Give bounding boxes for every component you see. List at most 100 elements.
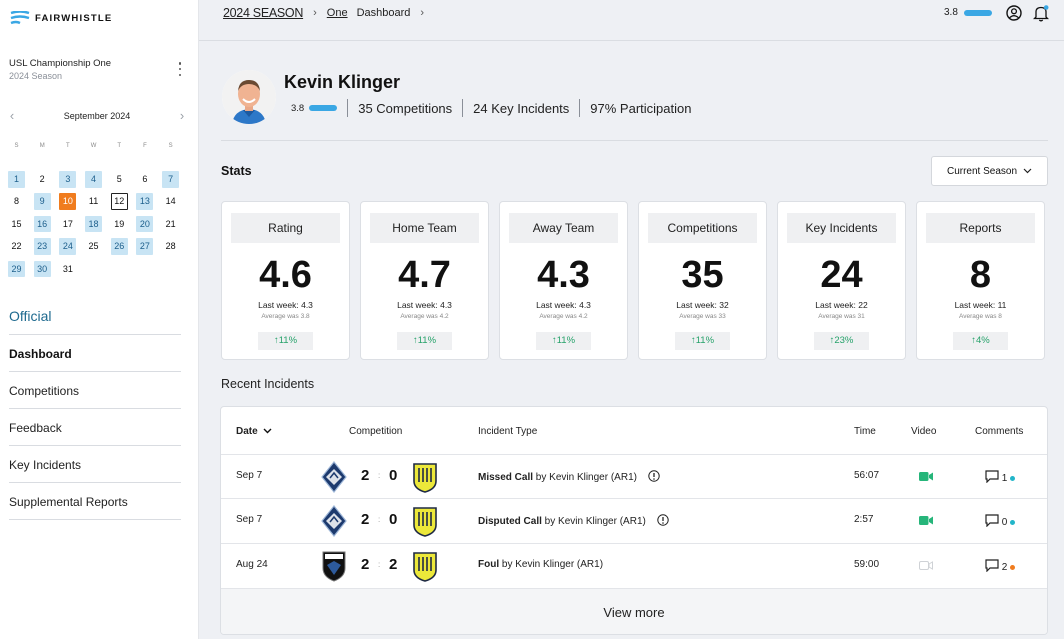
season-select-value: Current Season [946, 165, 1018, 177]
stat-card-change: ↑11% [397, 332, 452, 350]
calendar-day[interactable]: 17 [62, 218, 73, 229]
calendar-day-today[interactable]: 10 [59, 193, 77, 210]
calendar-day[interactable]: 11 [88, 196, 99, 207]
stat-card-home-team[interactable]: Home Team 4.7 Last week: 4.3 Average was… [360, 201, 489, 360]
calendar-day[interactable]: 5 [116, 174, 122, 184]
nav-divider [9, 482, 181, 483]
calendar-next-icon[interactable]: › [179, 108, 185, 123]
comments-cell[interactable]: 1 [985, 470, 1016, 484]
calendar-day[interactable]: 16 [33, 215, 51, 233]
table-row[interactable]: Aug 24 2 : 2 Foul by Kevin Klinger (AR1)… [221, 543, 1047, 588]
stat-card-change-value: 11% [278, 335, 298, 346]
stat-card-label: Key Incidents [787, 213, 896, 243]
season-select[interactable]: Current Season [931, 156, 1048, 186]
summary-separator [579, 99, 581, 117]
calendar-day[interactable]: 7 [162, 171, 180, 188]
stat-card-label: Reports [926, 213, 1035, 243]
nav-divider [9, 334, 181, 335]
weekday-label: F [143, 143, 147, 149]
nav-item-supplemental-reports[interactable]: Supplemental Reports [9, 495, 128, 509]
calendar-day[interactable]: 6 [142, 174, 148, 184]
weekday-label: W [90, 143, 97, 149]
info-icon[interactable] [648, 470, 660, 482]
calendar-day[interactable]: 31 [62, 263, 73, 274]
calendar-day[interactable]: 21 [165, 218, 176, 229]
nav-item-dashboard[interactable]: Dashboard [9, 347, 72, 361]
stat-card-key-incidents[interactable]: Key Incidents 24 Last week: 22 Average w… [777, 201, 906, 360]
calendar-day[interactable]: 29 [8, 260, 25, 278]
calendar-day[interactable]: 15 [11, 218, 22, 229]
stat-card-rating[interactable]: Rating 4.6 Last week: 4.3 Average was 3.… [221, 201, 350, 360]
calendar-grid: 1 2 3 4 5 6 7 8 9 10 11 12 13 14 15 16 1… [8, 171, 188, 283]
calendar-day[interactable]: 18 [85, 215, 103, 233]
calendar-day[interactable]: 27 [136, 238, 154, 255]
calendar-day[interactable]: 8 [13, 196, 19, 207]
calendar-day[interactable]: 25 [88, 241, 99, 252]
incident-official: by Kevin Klinger (AR1) [541, 516, 646, 527]
incident-type-name: Missed Call [478, 472, 534, 483]
weekday-label: S [14, 143, 19, 149]
column-header-date[interactable]: Date [236, 426, 272, 437]
brand-logo[interactable]: FAIRWHISTLE [9, 11, 112, 25]
view-more-button[interactable]: View more [221, 588, 1047, 634]
calendar-day[interactable]: 13 [136, 193, 154, 210]
comment-count: 1 [1001, 473, 1008, 484]
incident-date: Aug 24 [236, 559, 268, 570]
breadcrumb-league[interactable]: One [326, 7, 348, 19]
calendar-day[interactable]: 3 [59, 171, 77, 188]
incident-date: Sep 7 [236, 470, 263, 481]
notification-bell-icon[interactable] [1033, 4, 1049, 22]
calendar-day[interactable]: 30 [33, 260, 51, 278]
chevron-right-icon: › [420, 7, 425, 19]
info-icon[interactable] [656, 514, 669, 526]
calendar-day[interactable]: 19 [114, 218, 125, 229]
user-account-icon[interactable] [1006, 5, 1022, 21]
calendar-day[interactable]: 23 [33, 238, 51, 255]
calendar-day[interactable]: 28 [165, 241, 176, 252]
stat-card-average: Average was 8 [959, 313, 1002, 320]
comments-cell[interactable]: 0 [985, 514, 1016, 528]
video-camera-icon[interactable] [919, 516, 933, 525]
calendar-day[interactable]: 1 [8, 171, 25, 188]
calendar-day[interactable]: 2 [39, 174, 45, 184]
table-row[interactable]: Sep 7 2 : 0 Disputed Call by Kevin Kling… [221, 498, 1047, 543]
incident-type-name: Foul [478, 559, 500, 570]
nav-item-key-incidents[interactable]: Key Incidents [9, 458, 82, 472]
summary-separator [462, 99, 464, 117]
nav-item-competitions[interactable]: Competitions [9, 384, 80, 398]
stat-card-away-team[interactable]: Away Team 4.3 Last week: 4.3 Average was… [499, 201, 628, 360]
incident-time: 59:00 [854, 559, 880, 570]
calendar-day[interactable]: 20 [136, 215, 154, 233]
calendar-day[interactable]: 24 [59, 238, 77, 255]
calendar-day[interactable]: 4 [85, 171, 103, 188]
calendar-day[interactable]: 14 [165, 196, 176, 207]
stat-card-change-value: 11% [695, 335, 715, 346]
comment-bubble-icon [985, 470, 999, 484]
calendar-day-selected[interactable]: 12 [110, 193, 128, 210]
calendar-prev-icon[interactable]: ‹ [9, 108, 15, 123]
breadcrumb-current: Dashboard [356, 7, 411, 19]
calendar-day[interactable]: 9 [33, 193, 51, 210]
league-name: USL Championship One [9, 58, 112, 69]
chevron-down-icon [1023, 168, 1032, 174]
calendar-day[interactable]: 22 [11, 241, 22, 252]
breadcrumb-season[interactable]: 2024 SEASON [223, 6, 304, 20]
column-header-time: Time [854, 426, 876, 437]
nav-item-feedback[interactable]: Feedback [9, 421, 62, 435]
video-camera-icon[interactable] [919, 472, 933, 481]
comments-cell[interactable]: 2 [985, 559, 1016, 573]
calendar-day[interactable]: 26 [110, 238, 128, 255]
profile-competitions: 35 Competitions [358, 100, 453, 116]
stat-card-reports[interactable]: Reports 8 Last week: 11 Average was 8 ↑4… [916, 201, 1045, 360]
nav-divider [9, 519, 181, 520]
table-row[interactable]: Sep 7 2 : 0 Missed Call by Kevin Klinger… [221, 454, 1047, 499]
stat-card-competitions[interactable]: Competitions 35 Last week: 32 Average wa… [638, 201, 767, 360]
vancouver-crest-icon [321, 505, 347, 537]
weekday-label: M [39, 143, 45, 149]
comment-count: 0 [1001, 517, 1008, 528]
nashville-crest-icon [413, 552, 437, 582]
calendar-title: September 2024 [63, 111, 131, 121]
arrow-up-icon: ↑ [829, 335, 835, 346]
stat-card-value: 35 [681, 254, 724, 296]
league-menu-icon[interactable] [174, 62, 186, 76]
